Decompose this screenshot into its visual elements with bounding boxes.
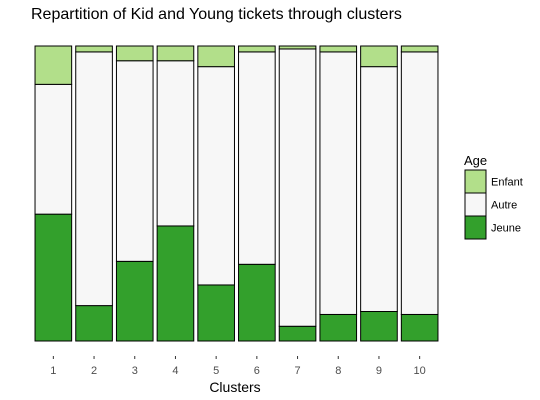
bar-autre-cluster-6 xyxy=(238,51,276,265)
bar-autre-cluster-3 xyxy=(115,60,154,262)
x-axis-ticks: 1 2 3 4 5 6 7 8 9 10 xyxy=(50,356,426,377)
bar-jeune-cluster-1 xyxy=(34,213,73,342)
bar-enfant-cluster-2 xyxy=(75,45,113,53)
x-tick-label: 10 xyxy=(414,365,426,377)
bar-enfant-cluster-10 xyxy=(400,45,439,53)
bar-enfant-cluster-9 xyxy=(360,45,398,68)
bar-jeune-cluster-8 xyxy=(319,313,358,342)
chart-title: Repartition of Kid and Young tickets thr… xyxy=(31,6,402,23)
legend-key-autre xyxy=(464,192,487,217)
x-tick-label: 6 xyxy=(254,365,260,377)
bar-autre-cluster-2 xyxy=(75,51,113,307)
x-tick-label: 4 xyxy=(172,365,178,377)
bar-autre-cluster-8 xyxy=(319,51,358,315)
legend-label-enfant: Enfant xyxy=(491,177,523,189)
bar-autre-cluster-5 xyxy=(197,66,235,286)
bar-jeune-cluster-7 xyxy=(278,325,317,342)
bar-jeune-cluster-6 xyxy=(238,263,276,342)
x-tick-label: 3 xyxy=(132,365,138,377)
x-tick-label: 2 xyxy=(91,365,97,377)
bar-enfant-cluster-7 xyxy=(278,45,317,50)
bar-enfant-cluster-8 xyxy=(319,45,358,53)
bar-jeune-cluster-4 xyxy=(156,225,195,342)
bar-jeune-cluster-2 xyxy=(75,305,113,342)
x-tick-label: 7 xyxy=(294,365,300,377)
bar-jeune-cluster-3 xyxy=(115,260,154,342)
legend-label-autre: Autre xyxy=(491,200,517,212)
legend-key-enfant xyxy=(464,169,487,194)
legend-key-jeune xyxy=(464,215,487,240)
bar-jeune-cluster-10 xyxy=(400,313,439,342)
legend-label-jeune: Jeune xyxy=(491,223,521,235)
x-tick-label: 9 xyxy=(376,365,382,377)
bar-autre-cluster-10 xyxy=(400,51,439,315)
bar-enfant-cluster-4 xyxy=(156,45,195,62)
bar-enfant-cluster-5 xyxy=(197,45,235,68)
bar-autre-cluster-1 xyxy=(34,83,73,215)
bars-group xyxy=(34,45,439,342)
bar-autre-cluster-7 xyxy=(278,48,317,327)
x-axis-label: Clusters xyxy=(209,379,260,395)
bar-jeune-cluster-5 xyxy=(197,284,235,342)
bar-autre-cluster-4 xyxy=(156,60,195,227)
x-tick-label: 5 xyxy=(213,365,219,377)
bar-autre-cluster-9 xyxy=(360,66,398,313)
legend-title: Age xyxy=(464,153,487,168)
x-tick-label: 8 xyxy=(335,365,341,377)
bar-jeune-cluster-9 xyxy=(360,311,398,342)
bar-enfant-cluster-1 xyxy=(34,45,73,85)
legend: Age Enfant Autre Jeune xyxy=(464,153,523,240)
bar-enfant-cluster-6 xyxy=(238,45,276,53)
bar-enfant-cluster-3 xyxy=(115,45,154,62)
x-tick-label: 1 xyxy=(50,365,56,377)
